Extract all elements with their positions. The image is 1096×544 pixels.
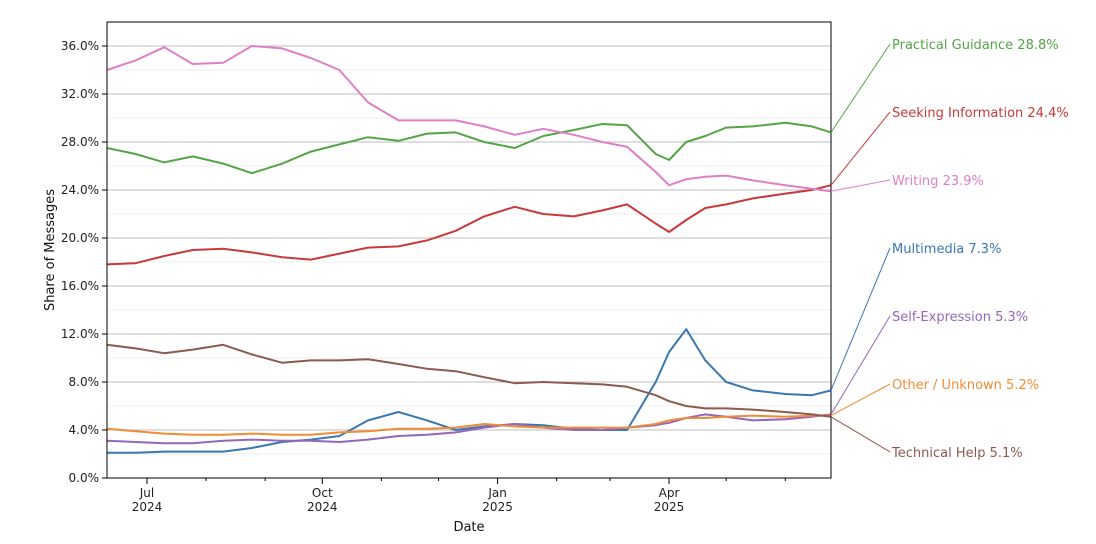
- series-layer: [106, 45, 832, 454]
- leader-line-other-unknown: [830, 383, 891, 417]
- x-tick-year-label: 2024: [307, 500, 338, 514]
- series-name: Technical Help: [891, 446, 990, 461]
- plot-frame: [106, 21, 832, 479]
- series-end-value: 24.4%: [1027, 106, 1068, 121]
- leader-line-seeking-information: [830, 111, 891, 186]
- end-label-practical-guidance: Practical Guidance 28.8%: [892, 38, 1059, 53]
- y-tick-label: 32.0%: [61, 87, 99, 101]
- y-tick-label: 36.0%: [61, 39, 99, 53]
- series-end-value: 28.8%: [1017, 38, 1058, 53]
- series-end-value: 5.1%: [990, 446, 1023, 461]
- series-name: Practical Guidance: [892, 38, 1017, 53]
- end-label-seeking-information: Seeking Information 24.4%: [892, 106, 1069, 121]
- x-tick-month-label: Oct: [312, 486, 333, 500]
- leader-line-multimedia: [830, 247, 891, 391]
- leader-line-self-expression: [830, 315, 891, 415]
- series-end-value: 23.9%: [943, 174, 984, 189]
- end-label-technical-help: Technical Help 5.1%: [891, 446, 1023, 461]
- series-name: Multimedia: [892, 242, 968, 257]
- axis-layer: 0.0% 4.0% 8.0% 12.0% 16.0% 20.0% 24.0% 28.0% 32.…: [61, 39, 786, 514]
- y-tick-label: 12.0%: [61, 327, 99, 341]
- series-line-seeking-information: [106, 184, 832, 266]
- x-axis-title: Date: [453, 520, 484, 535]
- end-label-other-unknown: Other / Unknown 5.2%: [892, 378, 1039, 393]
- y-tick-label: 8.0%: [69, 375, 100, 389]
- end-label-multimedia: Multimedia 7.3%: [892, 242, 1001, 257]
- x-tick-month-label: Jul: [139, 486, 154, 500]
- leader-line-technical-help: [830, 416, 891, 453]
- leader-line-practical-guidance: [830, 43, 891, 133]
- y-tick-label: 20.0%: [61, 231, 99, 245]
- series-end-value: 7.3%: [968, 242, 1001, 257]
- series-name: Other / Unknown: [892, 378, 1006, 393]
- x-tick-year-label: 2025: [482, 500, 513, 514]
- x-tick-year-label: 2024: [132, 500, 163, 514]
- series-line-other-unknown: [106, 414, 831, 436]
- y-axis-title: Share of Messages: [43, 189, 58, 311]
- x-tick-month-label: Jan: [487, 486, 507, 500]
- y-tick-label: 4.0%: [69, 423, 100, 437]
- y-tick-label: 16.0%: [61, 279, 99, 293]
- series-name: Writing: [892, 174, 943, 189]
- x-tick-year-label: 2025: [654, 500, 685, 514]
- y-tick-label: 0.0%: [69, 471, 100, 485]
- series-line-practical-guidance: [106, 121, 832, 175]
- grid-layer: [107, 45, 831, 479]
- series-line-writing: [106, 45, 832, 193]
- series-end-value: 5.2%: [1006, 378, 1039, 393]
- series-end-value: 5.3%: [995, 310, 1028, 325]
- y-tick-label: 28.0%: [61, 135, 99, 149]
- series-name: Self-Expression: [892, 310, 995, 325]
- x-tick-month-label: Apr: [659, 486, 680, 500]
- y-tick-label: 24.0%: [61, 183, 99, 197]
- label-layer: Practical Guidance 28.8% Seeking Informat…: [830, 38, 1069, 461]
- end-label-writing: Writing 23.9%: [892, 174, 984, 189]
- end-label-self-expression: Self-Expression 5.3%: [892, 310, 1028, 325]
- series-line-technical-help: [106, 343, 832, 418]
- series-name: Seeking Information: [892, 106, 1027, 121]
- leader-line-writing: [830, 179, 891, 192]
